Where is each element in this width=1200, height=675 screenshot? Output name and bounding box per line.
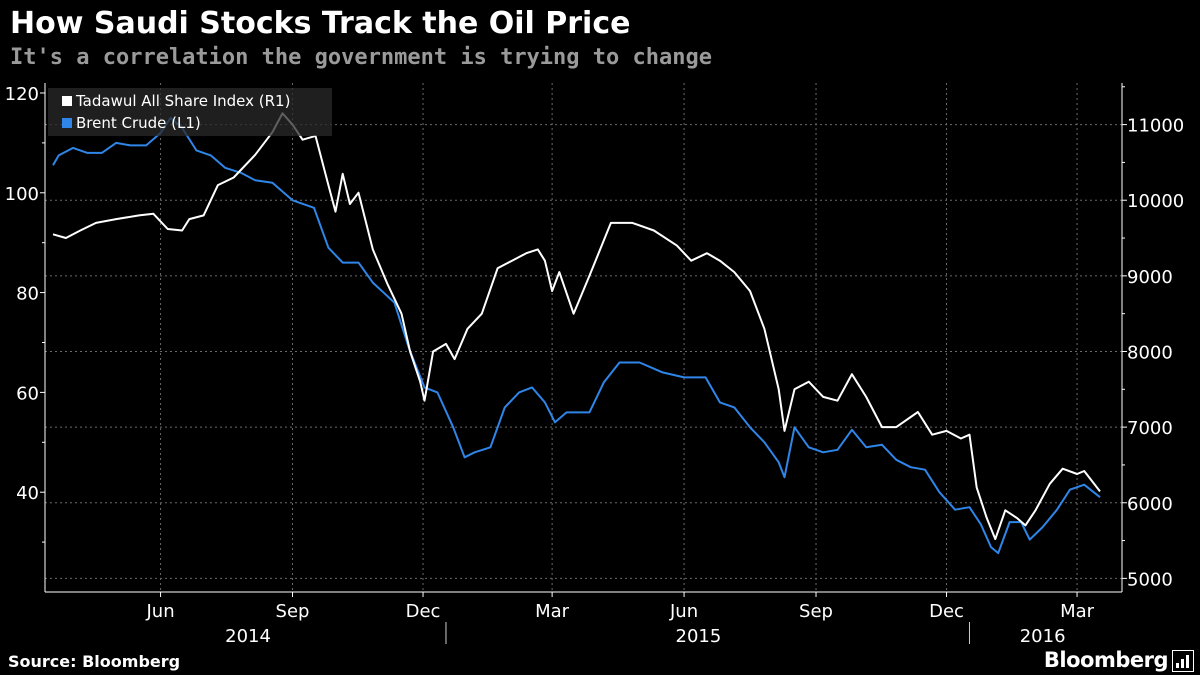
bloomberg-terminal-icon: [1172, 650, 1194, 672]
right-tick-label: 7000: [1127, 418, 1173, 439]
chart-legend: Tadawul All Share Index (R1) Brent Crude …: [48, 88, 332, 136]
brand-logo: Bloomberg: [1043, 648, 1169, 672]
tadawul-series-group: [52, 112, 1101, 541]
left-tick-label: 80: [16, 284, 39, 305]
chart-axes: 40 60 80 100 120 5000 6000 7000 8000 9000 10000 110…: [5, 83, 1184, 647]
x-year-label: 2015: [676, 626, 722, 647]
brent-series-group: [52, 116, 1101, 555]
x-month-label: Jun: [669, 601, 698, 622]
x-month-label: Sep: [799, 601, 833, 622]
x-year-label: 2016: [1020, 626, 1066, 647]
tadawul-line: [52, 112, 1101, 541]
right-tick-label: 5000: [1127, 569, 1173, 590]
brent-legend-label: Brent Crude (L1): [76, 114, 201, 132]
right-tick-label: 6000: [1127, 494, 1173, 515]
right-tick-label: 9000: [1127, 267, 1173, 288]
x-year-label: 2014: [225, 626, 271, 647]
grid-lines: [45, 83, 1122, 592]
left-tick-label: 60: [16, 383, 39, 404]
legend-box: [48, 88, 332, 136]
right-tick-label: 10000: [1127, 191, 1184, 212]
right-tick-label: 8000: [1127, 342, 1173, 363]
left-tick-label: 40: [16, 483, 39, 504]
tadawul-legend-label: Tadawul All Share Index (R1): [75, 92, 290, 110]
chart-subtitle: It's a correlation the government is try…: [10, 45, 712, 70]
left-tick-label: 100: [5, 184, 39, 205]
left-tick-label: 120: [5, 84, 39, 105]
brent-legend-swatch: [62, 118, 72, 128]
x-month-label: Jun: [146, 601, 175, 622]
x-month-label: Mar: [535, 601, 570, 622]
right-tick-label: 11000: [1127, 116, 1184, 137]
x-month-label: Dec: [929, 601, 964, 622]
brent-line: [52, 116, 1101, 555]
x-month-label: Mar: [1060, 601, 1095, 622]
x-month-label: Sep: [276, 601, 310, 622]
chart-title: How Saudi Stocks Track the Oil Price: [10, 6, 631, 41]
source-note: Source: Bloomberg: [8, 652, 181, 671]
tadawul-legend-swatch: [62, 96, 72, 106]
x-month-label: Dec: [406, 601, 441, 622]
